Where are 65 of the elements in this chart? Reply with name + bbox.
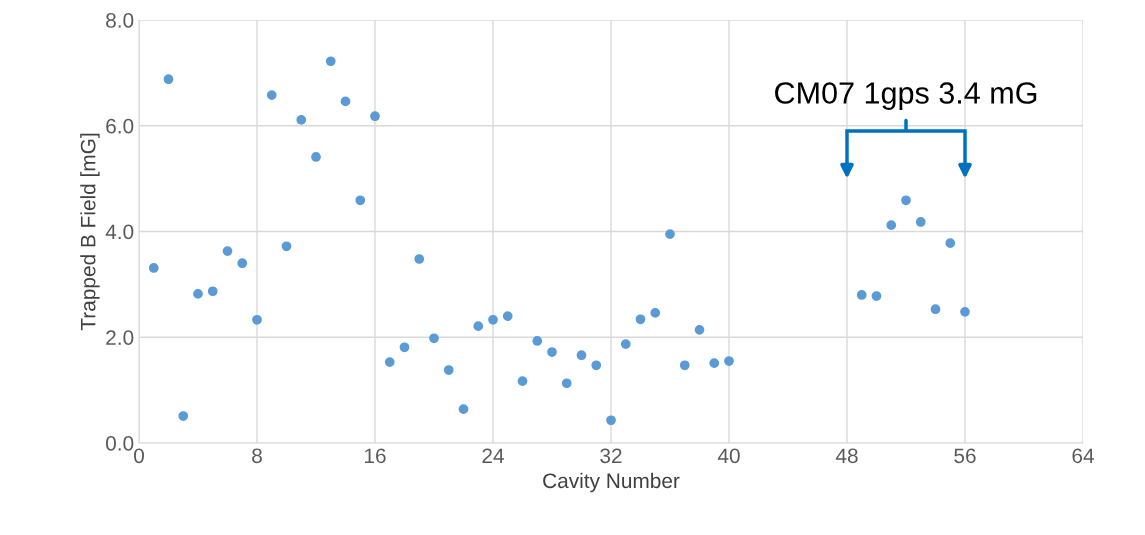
- point: [458, 404, 469, 415]
- point: [960, 307, 970, 317]
- point: [724, 356, 734, 366]
- point: [709, 358, 720, 369]
- point: [281, 241, 292, 252]
- point: [237, 258, 248, 269]
- point: [266, 90, 277, 100]
- point: [856, 290, 867, 300]
- point: [399, 342, 410, 353]
- x-tick-label: 32: [600, 448, 622, 464]
- point: [193, 289, 203, 299]
- point: [532, 336, 543, 346]
- point: [930, 304, 941, 315]
- point: [252, 314, 262, 325]
- point: [650, 308, 661, 318]
- y-tick-label: 8.0: [106, 13, 134, 28]
- y-tick-label: 0.0: [105, 436, 134, 451]
- y-tick-label: 2.0: [106, 330, 134, 345]
- y-tick-label: 4.0: [105, 224, 134, 240]
- point: [502, 311, 513, 321]
- point: [635, 314, 646, 325]
- point: [606, 415, 616, 426]
- x-tick-label: 16: [365, 448, 386, 464]
- point: [488, 314, 498, 325]
- point: [679, 360, 690, 371]
- point: [148, 263, 159, 273]
- point: [355, 195, 366, 206]
- point: [591, 360, 602, 371]
- point: [370, 111, 380, 122]
- x-tick-label: 56: [954, 448, 976, 464]
- point: [886, 220, 897, 231]
- point: [325, 56, 336, 67]
- x-tick-label: 64: [1072, 448, 1094, 464]
- point: [576, 350, 587, 361]
- point: [443, 365, 454, 375]
- point: [901, 195, 911, 206]
- point: [296, 115, 307, 125]
- point: [178, 411, 189, 421]
- annotation: CM07 1gps 3.4 mG: [775, 82, 1037, 110]
- y-axis-title: Trapped B Field [mG]: [80, 133, 100, 331]
- point: [429, 333, 439, 344]
- x-axis-title: Cavity Number: [543, 472, 680, 493]
- point: [547, 347, 557, 357]
- point: [561, 378, 572, 389]
- point: [473, 321, 484, 332]
- x-tick-label: 8: [252, 448, 262, 464]
- point: [163, 74, 174, 85]
- point: [945, 238, 956, 248]
- y-tick-label: 6.0: [106, 118, 134, 134]
- point: [620, 339, 631, 349]
- point: [222, 246, 233, 256]
- point: [340, 96, 351, 107]
- x-tick-label: 40: [717, 448, 740, 464]
- point: [207, 286, 218, 297]
- point: [384, 357, 395, 367]
- point: [311, 152, 321, 162]
- point: [414, 254, 425, 264]
- x-tick-label: 0: [134, 448, 144, 464]
- point: [517, 376, 528, 386]
- point: [871, 291, 882, 301]
- point: [915, 217, 926, 227]
- x-tick-label: 48: [835, 448, 858, 464]
- point: [665, 229, 675, 240]
- point: [694, 324, 705, 335]
- x-tick-label: 24: [482, 448, 504, 463]
